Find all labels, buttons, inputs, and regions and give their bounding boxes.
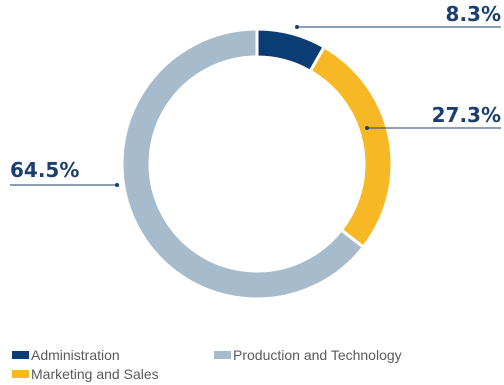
leader-dot-production-and-technology bbox=[115, 183, 119, 187]
donut-slice-marketing-and-sales bbox=[308, 44, 394, 250]
leader-dot-marketing-and-sales bbox=[365, 126, 369, 130]
donut-slice-production-and-technology bbox=[120, 27, 366, 301]
legend-label-marketing-and-sales: Marketing and Sales bbox=[31, 366, 159, 382]
data-label-production-and-technology: 64.5% bbox=[10, 158, 79, 182]
legend-swatch-administration bbox=[12, 351, 29, 359]
data-label-administration: 8.3% bbox=[446, 2, 501, 26]
legend-item-production-and-technology: Production and Technology bbox=[214, 347, 402, 363]
legend-item-marketing-and-sales: Marketing and Sales bbox=[12, 366, 159, 382]
legend-item-administration: Administration bbox=[12, 347, 120, 363]
legend-swatch-marketing-and-sales bbox=[12, 370, 29, 378]
legend-swatch-production-and-technology bbox=[214, 351, 231, 359]
leader-dot-administration bbox=[295, 25, 299, 29]
legend-label-administration: Administration bbox=[31, 347, 120, 363]
data-label-marketing-and-sales: 27.3% bbox=[432, 103, 501, 127]
legend-label-production-and-technology: Production and Technology bbox=[233, 347, 402, 363]
